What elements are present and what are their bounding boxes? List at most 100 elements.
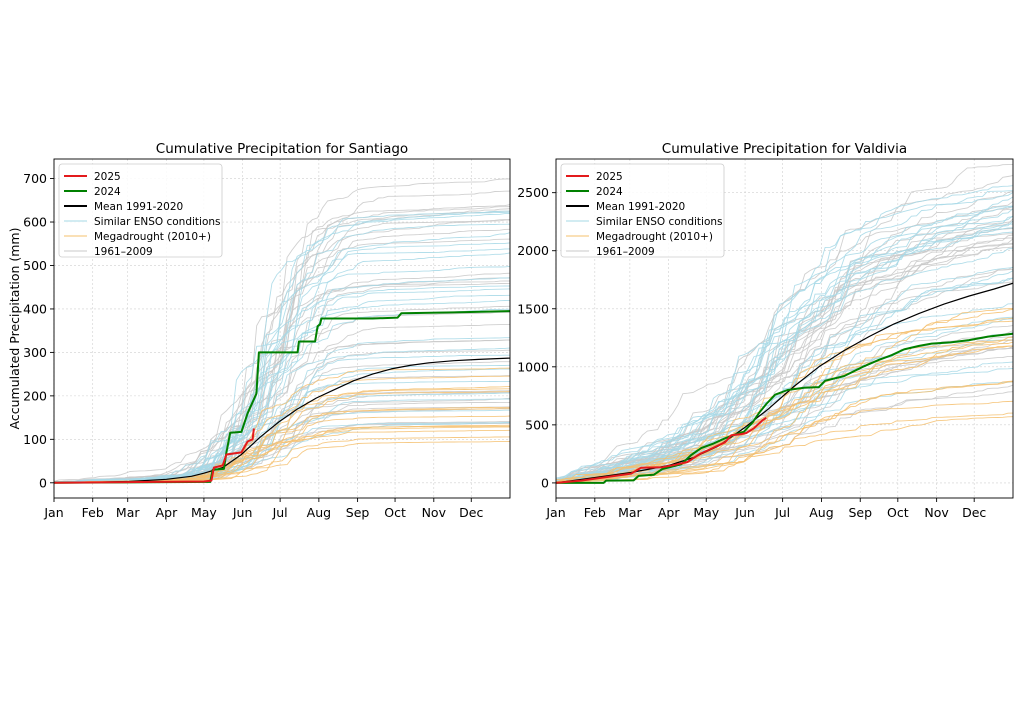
x-tick-label: Nov [924, 505, 949, 520]
legend-label: Mean 1991-2020 [596, 201, 685, 213]
legend: 2025 2024 Mean 1991-2020 Similar ENSO condi… [560, 163, 725, 258]
legend-label: Mean 1991-2020 [94, 201, 183, 213]
y-tick-label: 100 [23, 432, 47, 447]
x-tick-label: May [191, 505, 217, 520]
x-tick-label: Jun [734, 505, 755, 520]
y-tick-label: 1000 [517, 359, 549, 374]
x-tick-label: Apr [658, 505, 680, 520]
legend-label: 2024 [596, 186, 623, 198]
y-tick-label: 300 [23, 345, 47, 360]
enso-line [54, 288, 510, 483]
enso-line [556, 215, 1013, 483]
enso-line [556, 208, 1013, 483]
axes-frame [555, 158, 1014, 499]
megadrought-line [556, 336, 1013, 484]
historical-line [556, 325, 1013, 484]
enso-line [556, 205, 1013, 483]
legend-box [560, 163, 725, 258]
enso-line [556, 339, 1013, 483]
valdivia-chart: 0 500 1000 1500 2000 2500 Jan Feb Mar Apr May Jun Ju… [517, 141, 1014, 520]
megadrought-line [556, 345, 1013, 484]
y-tick-label: 700 [23, 171, 47, 186]
historical-line [556, 175, 1013, 482]
x-tick-label: Nov [422, 505, 447, 520]
legend: 2025 2024 Mean 1991-2020 Similar ENSO condi… [58, 163, 223, 258]
x-tick-label: Sep [848, 505, 872, 520]
legend-label: 2025 [94, 171, 121, 183]
series-2025 [556, 417, 767, 484]
y-tick-label: 500 [23, 258, 47, 273]
y-tick-label: 2500 [517, 185, 549, 200]
y-tick-label: 400 [23, 301, 47, 316]
y-axis-label: Accumulated Precipitation (mm) [7, 228, 22, 430]
legend-label: Megadrought (2010+) [94, 231, 211, 243]
enso-line [54, 223, 510, 484]
legend-label: Megadrought (2010+) [596, 231, 713, 243]
plot-area [54, 178, 510, 484]
megadrought-line [54, 391, 510, 484]
megadrought-line [556, 416, 1013, 483]
enso-line [556, 192, 1013, 481]
y-tick-label: 200 [23, 388, 47, 403]
series-2024 [54, 310, 510, 484]
megadrought-line [556, 307, 1013, 484]
y-tick-label: 2000 [517, 243, 549, 258]
legend-label: 1961–2009 [94, 246, 153, 258]
series-mean-1991-2020 [54, 357, 510, 484]
megadrought-line [556, 380, 1013, 484]
historical-line [556, 243, 1013, 480]
x-tick-label: Feb [82, 505, 104, 520]
megadrought-line [556, 339, 1013, 481]
legend-label: Similar ENSO conditions [94, 216, 221, 228]
x-tick-label: Mar [618, 505, 642, 520]
axes-frame [53, 158, 511, 499]
y-tick-label: 0 [39, 475, 47, 490]
legend-label: Similar ENSO conditions [596, 216, 723, 228]
x-tick-label: Jun [232, 505, 253, 520]
x-tick-label: Dec [962, 505, 986, 520]
enso-line [556, 185, 1013, 479]
x-tick-label: Jan [43, 505, 63, 520]
enso-line [54, 285, 510, 484]
x-tick-label: Dec [459, 505, 483, 520]
series-2025 [54, 428, 255, 484]
megadrought-line [54, 367, 510, 484]
historical-line [556, 206, 1013, 481]
legend-box [58, 163, 223, 258]
x-tick-label: Sep [346, 505, 370, 520]
legend-label: 2024 [94, 186, 121, 198]
y-tick-label: 1500 [517, 301, 549, 316]
x-tick-label: Oct [887, 505, 909, 520]
megadrought-line [54, 436, 510, 484]
x-tick-label: May [693, 505, 719, 520]
series-2024 [556, 332, 1013, 484]
x-tick-label: Jan [545, 505, 565, 520]
santiago-chart: 0 100 200 300 400 500 600 700 Jan Feb Mar Apr May Jun… [7, 141, 511, 520]
enso-line [556, 303, 1013, 483]
y-tick-label: 500 [525, 417, 549, 432]
historical-line [556, 200, 1013, 483]
plot-area [556, 163, 1013, 484]
historical-line [556, 281, 1013, 483]
enso-line [556, 220, 1013, 484]
x-tick-label: Aug [307, 505, 331, 520]
x-tick-label: Aug [809, 505, 833, 520]
enso-line [556, 223, 1013, 483]
x-tick-label: Apr [156, 505, 178, 520]
enso-line [556, 318, 1013, 483]
chart-title: Cumulative Precipitation for Valdivia [662, 141, 907, 157]
legend-label: 1961–2009 [596, 246, 655, 258]
y-tick-label: 600 [23, 215, 47, 230]
x-tick-label: Mar [116, 505, 140, 520]
chart-title: Cumulative Precipitation for Santiago [156, 141, 408, 157]
y-tick-label: 0 [541, 475, 549, 490]
x-tick-label: Oct [384, 505, 406, 520]
x-tick-label: Feb [584, 505, 606, 520]
x-tick-label: Jul [272, 505, 288, 520]
megadrought-line [556, 317, 1013, 483]
x-tick-label: Jul [774, 505, 790, 520]
legend-label: 2025 [596, 171, 623, 183]
megadrought-line [556, 345, 1013, 483]
